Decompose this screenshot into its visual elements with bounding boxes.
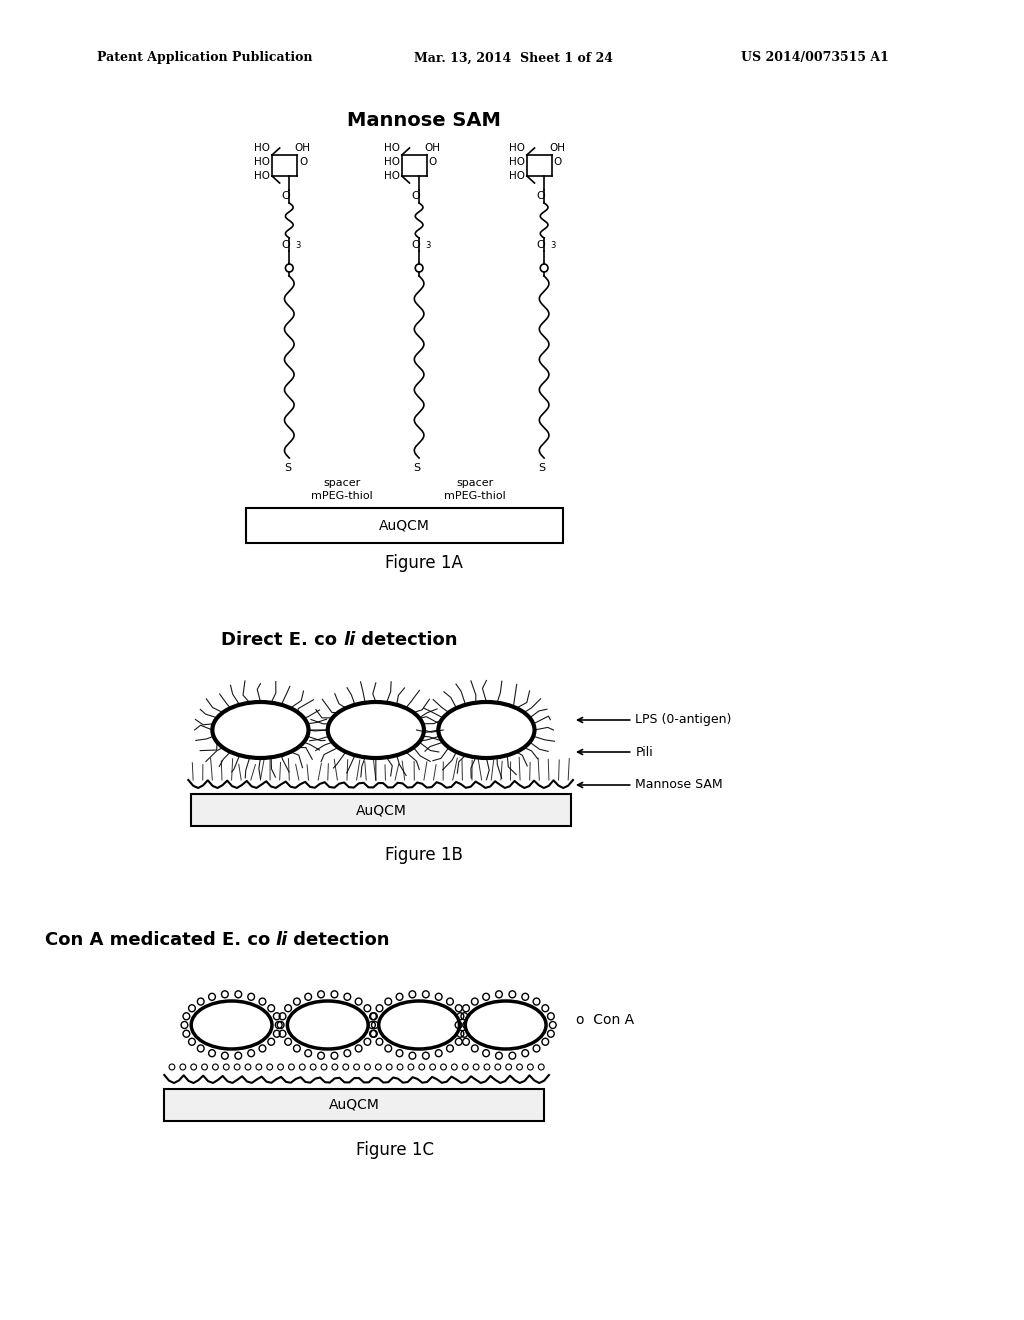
Text: Mar. 13, 2014  Sheet 1 of 24: Mar. 13, 2014 Sheet 1 of 24 [415, 51, 613, 65]
Bar [246, 508, 563, 543]
Text: O: O [411, 240, 420, 249]
Text: spacer: spacer [457, 478, 494, 488]
Text: Figure 1C: Figure 1C [356, 1140, 434, 1159]
Text: AuQCM: AuQCM [329, 1098, 380, 1111]
Text: Figure 1B: Figure 1B [385, 846, 463, 865]
Text: Con A medicated E. co: Con A medicated E. co [45, 931, 270, 949]
Text: HO: HO [384, 143, 400, 153]
Text: O: O [536, 240, 545, 249]
Text: Pili: Pili [578, 746, 653, 759]
Text: HO: HO [384, 172, 400, 181]
Text: 3: 3 [550, 240, 555, 249]
Text: HO: HO [384, 157, 400, 168]
Text: Mannose SAM: Mannose SAM [578, 779, 723, 792]
Text: o  Con A: o Con A [575, 1012, 634, 1027]
Ellipse shape [288, 1001, 369, 1049]
Text: O: O [281, 240, 290, 249]
Text: Direct E. co: Direct E. co [221, 631, 337, 649]
Ellipse shape [328, 702, 424, 758]
Text: O: O [299, 157, 307, 168]
Text: mPEG-thiol: mPEG-thiol [444, 491, 506, 502]
Text: Patent Application Publication: Patent Application Publication [97, 51, 312, 65]
Text: AuQCM: AuQCM [355, 803, 407, 817]
Text: O: O [281, 191, 290, 201]
Text: O: O [536, 191, 545, 201]
Text: US 2014/0073515 A1: US 2014/0073515 A1 [741, 51, 889, 65]
Text: spacer: spacer [324, 478, 360, 488]
Text: mPEG-thiol: mPEG-thiol [311, 491, 373, 502]
Ellipse shape [465, 1001, 546, 1049]
Text: Figure 1A: Figure 1A [385, 554, 463, 572]
Text: 3: 3 [295, 240, 300, 249]
Ellipse shape [379, 1001, 460, 1049]
Text: HO: HO [509, 172, 525, 181]
Text: LPS (0-antigen): LPS (0-antigen) [578, 714, 732, 726]
Text: HO: HO [254, 157, 270, 168]
Text: HO: HO [509, 157, 525, 168]
Text: li: li [343, 631, 355, 649]
Text: O: O [411, 191, 420, 201]
Text: S: S [539, 463, 546, 473]
Text: 3: 3 [425, 240, 430, 249]
Text: HO: HO [509, 143, 525, 153]
Bar [191, 795, 571, 826]
Ellipse shape [212, 702, 308, 758]
Text: OH: OH [424, 143, 440, 153]
Text: li: li [275, 931, 288, 949]
Text: AuQCM: AuQCM [379, 519, 430, 532]
Ellipse shape [438, 702, 535, 758]
Text: detection: detection [288, 931, 390, 949]
Text: HO: HO [254, 143, 270, 153]
Text: OH: OH [294, 143, 310, 153]
Text: OH: OH [549, 143, 565, 153]
Text: O: O [554, 157, 562, 168]
Text: detection: detection [354, 631, 457, 649]
Text: S: S [284, 463, 291, 473]
Ellipse shape [191, 1001, 272, 1049]
Text: O: O [429, 157, 437, 168]
Text: S: S [414, 463, 421, 473]
Text: HO: HO [254, 172, 270, 181]
Text: Mannose SAM: Mannose SAM [347, 111, 501, 129]
Bar [164, 1089, 544, 1121]
